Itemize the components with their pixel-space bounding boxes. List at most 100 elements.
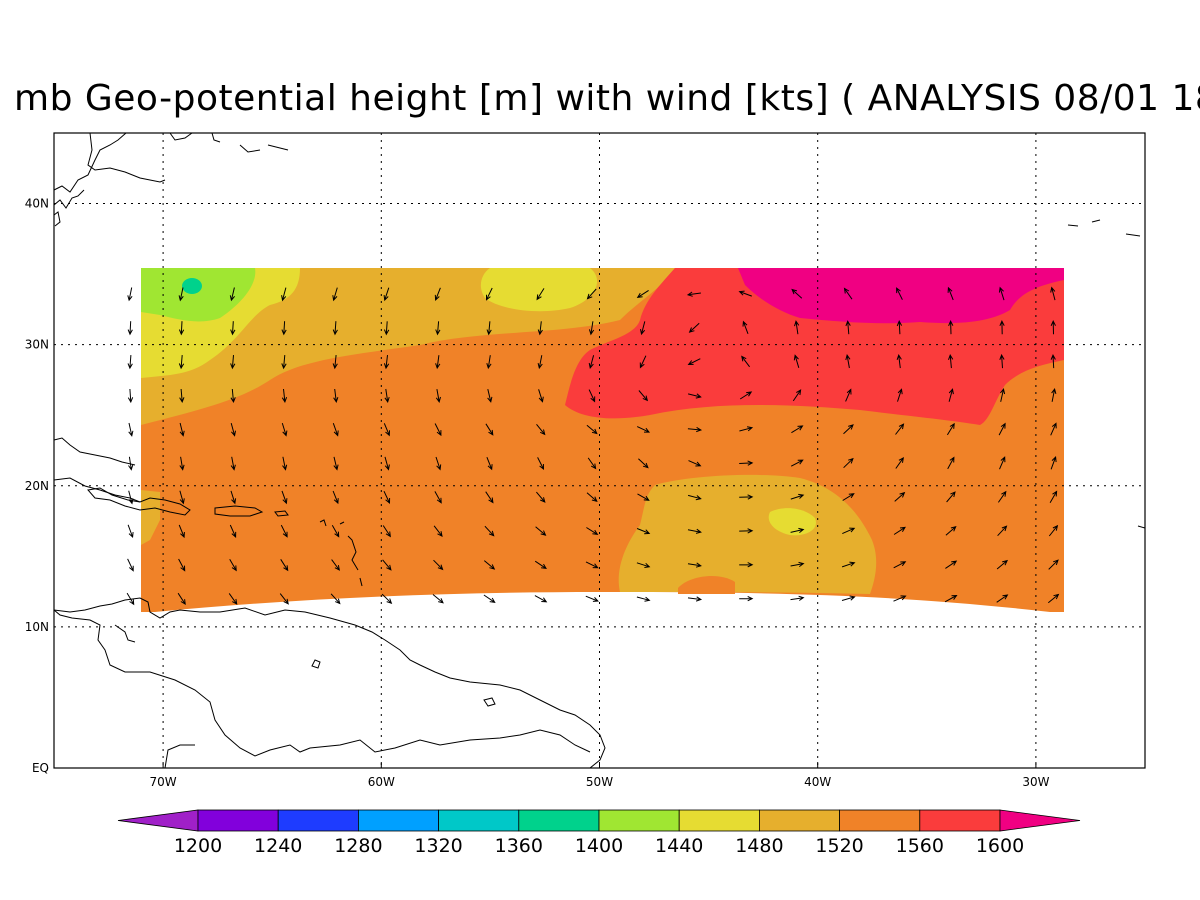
wind-arrow	[435, 355, 441, 370]
lon-tick-label: 70W	[150, 775, 177, 789]
region-1440-1480-blob	[480, 268, 598, 312]
wind-arrow	[331, 525, 340, 538]
wind-arrow	[1048, 559, 1059, 570]
colorbar-label: 1560	[896, 835, 944, 857]
wind-arrow	[536, 423, 546, 436]
wind-arrow	[585, 561, 599, 569]
wind-arrow	[790, 493, 805, 500]
wind-arrow	[230, 355, 236, 370]
wind-arrow	[127, 388, 134, 404]
wind-arrow	[384, 456, 390, 471]
wind-arrow	[281, 287, 287, 302]
colorbar-label: 1400	[575, 835, 623, 857]
wind-arrow	[486, 355, 492, 370]
wind-arrow	[333, 388, 339, 404]
graticule	[54, 133, 1145, 768]
wind-arrow	[793, 354, 800, 368]
wind-arrow	[687, 358, 701, 366]
wind-arrow	[588, 355, 595, 370]
colorbar-swatch	[357, 809, 439, 832]
wind-arrow	[487, 388, 493, 403]
wind-arrow	[281, 422, 288, 437]
region-1480-blob-south	[768, 508, 816, 536]
wind-arrow	[1050, 422, 1057, 436]
wind-arrow	[434, 287, 441, 301]
wind-arrow	[483, 560, 496, 570]
wind-arrow	[282, 456, 288, 471]
colorbar-swatch	[598, 809, 680, 832]
wind-arrow	[636, 596, 651, 602]
wind-arrow	[1050, 320, 1056, 335]
colorbar-swatch	[438, 809, 520, 832]
wind-arrow	[484, 525, 495, 537]
wind-arrow	[739, 460, 754, 466]
wind-arrow	[895, 423, 905, 435]
wind-arrow	[178, 558, 186, 572]
chart-title: mb Geo-potential height [m] with wind [k…	[14, 78, 1200, 119]
wind-arrow	[997, 525, 1008, 537]
wind-arrow	[1050, 456, 1057, 470]
wind-arrow	[637, 493, 650, 501]
wind-arrow	[126, 592, 135, 606]
wind-arrow	[945, 560, 958, 569]
wind-arrow	[483, 594, 496, 603]
wind-arrow	[842, 527, 856, 535]
lat-tick-label: 20N	[25, 479, 49, 493]
wind-arrow	[331, 559, 340, 571]
wind-arrow	[997, 490, 1007, 503]
wind-arrow	[486, 457, 493, 471]
wind-arrow	[435, 321, 441, 336]
wind-arrow	[534, 560, 547, 570]
wind-arrow	[280, 524, 288, 538]
wind-arrow	[739, 562, 754, 568]
colorbar-label: 1480	[735, 835, 783, 857]
wind-arrow	[486, 321, 492, 336]
wind-arrow	[998, 286, 1005, 301]
wind-arrow	[178, 355, 185, 370]
wind-arrow	[585, 595, 599, 602]
wind-arrow	[790, 459, 804, 467]
wind-arrow	[638, 458, 649, 469]
wind-arrow	[638, 390, 649, 402]
wind-arrow	[688, 460, 702, 467]
wind-arrow	[1047, 593, 1060, 604]
wind-arrow	[845, 354, 851, 369]
wind-arrow	[228, 593, 238, 605]
wind-arrow	[843, 287, 853, 300]
wind-arrow	[739, 528, 754, 534]
wind-arrow	[435, 456, 442, 471]
wind-arrow	[947, 456, 955, 470]
wind-arrow	[128, 490, 134, 505]
wind-arrow	[127, 524, 134, 539]
wind-arrow	[1050, 286, 1056, 301]
wind-arrow	[281, 388, 288, 404]
wind-arrow	[434, 491, 442, 504]
wind-arrow	[687, 393, 702, 399]
wind-arrow	[636, 426, 651, 433]
wind-arrow	[688, 322, 700, 333]
wind-arrow	[536, 288, 545, 301]
lat-tick-label: EQ	[32, 761, 49, 775]
wind-arrow	[998, 422, 1006, 436]
colorbar-swatch	[277, 809, 359, 832]
wind-arrow	[636, 562, 651, 568]
wind-arrow	[742, 320, 749, 334]
wind-arrow	[382, 525, 391, 538]
wind-arrow	[178, 287, 184, 302]
wind-arrow	[384, 388, 390, 404]
region-1360-1400-blob	[182, 278, 202, 294]
wind-arrow	[687, 494, 702, 501]
wind-arrow	[845, 320, 851, 335]
wind-arrow	[843, 457, 854, 469]
wind-arrow	[179, 422, 185, 437]
wind-arrow	[127, 287, 133, 302]
wind-arrow	[382, 559, 392, 571]
colorbar-label: 1240	[254, 835, 302, 857]
wind-arrow	[179, 456, 185, 471]
colorbar-label: 1440	[655, 835, 703, 857]
wind-arrow	[841, 595, 856, 601]
longitude-labels: 70W 60W 50W 40W 30W	[150, 775, 1050, 789]
wind-arrow	[790, 595, 805, 601]
wind-arrow	[945, 525, 957, 536]
